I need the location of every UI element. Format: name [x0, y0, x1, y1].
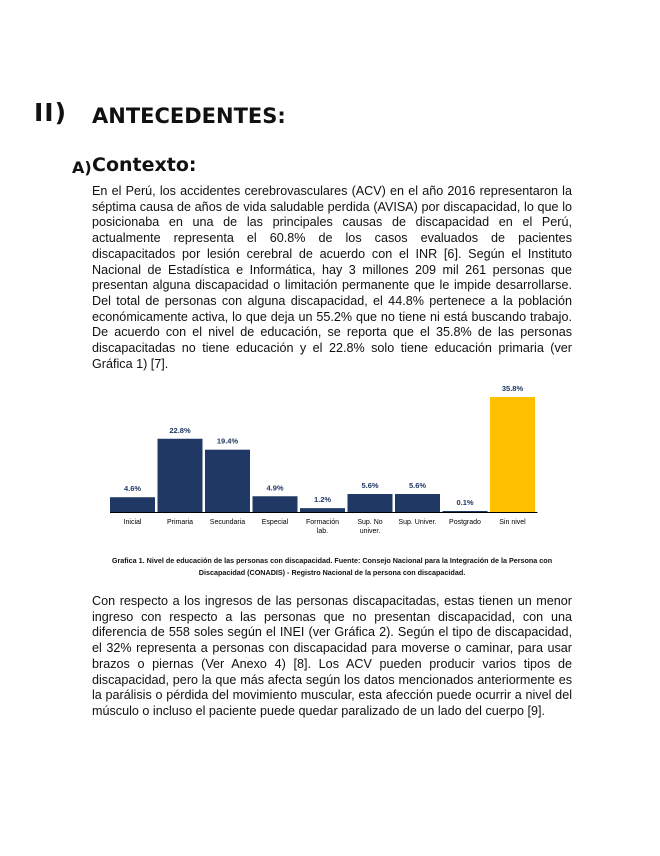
- bar-value-label-8: 35.8%: [502, 384, 524, 393]
- category-label-6-0: Sup. Univer.: [398, 519, 436, 526]
- bar-3: [252, 496, 298, 512]
- category-label-2-0: Secundaria: [210, 519, 246, 526]
- bar-2: [205, 449, 250, 512]
- bar-value-label-5: 5.6%: [361, 481, 378, 490]
- subsection-letter: A): [72, 158, 92, 177]
- category-label-4-0: Formación: [306, 519, 339, 526]
- education-level-bar-chart: 4.6% Inicial 22.8% Primaria 19.4% Secundaria 4…: [110, 384, 538, 535]
- category-label-5-1: univer.: [360, 528, 381, 535]
- bar-1: [157, 438, 203, 512]
- category-label-8-0: Sin nivel: [499, 519, 526, 526]
- category-label-5-0: Sup. No: [357, 519, 382, 526]
- bar-6: [395, 494, 440, 512]
- bar-7: [442, 511, 488, 512]
- chart-caption: Grafica 1. Nivel de educación de las per…: [82, 555, 582, 579]
- category-label-4-1: lab.: [317, 528, 328, 535]
- bar-value-label-0: 4.6%: [124, 484, 141, 493]
- section-number: II): [34, 98, 68, 127]
- bar-5: [347, 494, 393, 512]
- caption-line-1: Grafica 1. Nivel de educación de las per…: [111, 556, 553, 565]
- category-label-1-0: Primaria: [167, 519, 193, 526]
- bar-value-label-6: 5.6%: [409, 481, 426, 490]
- category-label-3-0: Especial: [262, 519, 289, 526]
- bar-value-label-2: 19.4%: [217, 437, 239, 446]
- bar-8: [490, 397, 535, 512]
- bar-value-label-4: 1.2%: [314, 495, 331, 504]
- subsection-title: Contexto:: [92, 154, 197, 176]
- category-label-7-0: Postgrado: [449, 519, 481, 526]
- bar-4: [300, 508, 345, 512]
- section-title: ANTECEDENTES:: [92, 104, 286, 128]
- bar-value-label-3: 4.9%: [266, 483, 283, 492]
- paragraph-income: Con respecto a los ingresos de las perso…: [92, 594, 572, 718]
- bar-value-label-1: 22.8%: [169, 426, 191, 435]
- bar-value-label-7: 0.1%: [456, 498, 473, 507]
- category-label-0-0: Inicial: [124, 519, 142, 526]
- caption-line-2: Discapacidad (CONADIS) - Registro Nacion…: [198, 568, 466, 577]
- bar-0: [110, 497, 155, 512]
- paragraph-context: En el Perú, los accidentes cerebrovascul…: [92, 184, 572, 371]
